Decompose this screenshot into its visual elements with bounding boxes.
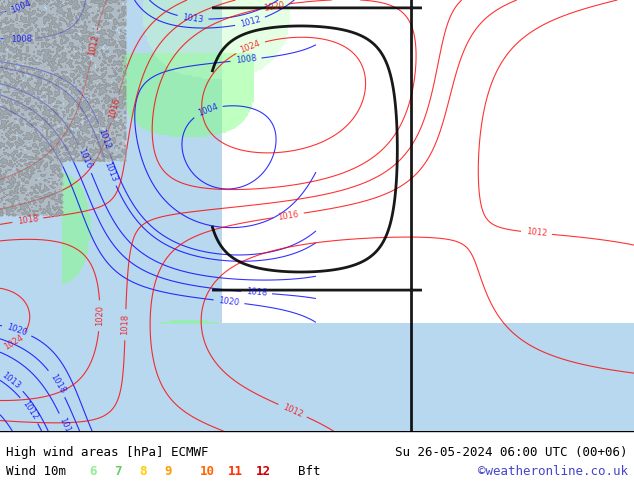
FancyBboxPatch shape bbox=[0, 323, 634, 431]
Text: 1012: 1012 bbox=[96, 127, 112, 150]
Text: 1013: 1013 bbox=[102, 160, 118, 183]
Text: 1020: 1020 bbox=[6, 322, 29, 338]
Text: 1013: 1013 bbox=[182, 13, 204, 24]
Text: 6: 6 bbox=[89, 465, 96, 478]
Text: 1012: 1012 bbox=[281, 402, 304, 419]
Text: 1018: 1018 bbox=[16, 214, 39, 226]
Text: 1024: 1024 bbox=[239, 39, 262, 55]
FancyBboxPatch shape bbox=[0, 0, 222, 431]
Text: 1004: 1004 bbox=[197, 102, 219, 118]
Text: 12: 12 bbox=[256, 465, 271, 478]
Text: ©weatheronline.co.uk: ©weatheronline.co.uk bbox=[477, 465, 628, 478]
Text: 1024: 1024 bbox=[2, 334, 25, 352]
Text: 1018: 1018 bbox=[246, 287, 268, 298]
Text: 1018: 1018 bbox=[120, 314, 130, 336]
Text: 1012: 1012 bbox=[87, 34, 101, 56]
Text: 1020: 1020 bbox=[218, 296, 240, 307]
Text: 11: 11 bbox=[228, 465, 243, 478]
Text: Wind 10m: Wind 10m bbox=[6, 465, 67, 478]
Text: 1004: 1004 bbox=[10, 0, 32, 15]
Text: 1012: 1012 bbox=[526, 227, 547, 239]
Text: 1013: 1013 bbox=[0, 370, 22, 391]
Text: High wind areas [hPa] ECMWF: High wind areas [hPa] ECMWF bbox=[6, 446, 209, 459]
Text: 1012: 1012 bbox=[239, 15, 261, 29]
Text: 1016: 1016 bbox=[57, 416, 74, 439]
Text: 1008: 1008 bbox=[11, 34, 32, 44]
Text: 10: 10 bbox=[200, 465, 216, 478]
Text: 1018: 1018 bbox=[48, 372, 67, 395]
Text: 1016: 1016 bbox=[277, 209, 299, 221]
Text: 7: 7 bbox=[114, 465, 122, 478]
Text: Bft: Bft bbox=[298, 465, 320, 478]
Text: Su 26-05-2024 06:00 UTC (00+06): Su 26-05-2024 06:00 UTC (00+06) bbox=[395, 446, 628, 459]
Text: 1016: 1016 bbox=[108, 97, 122, 120]
Text: 1008: 1008 bbox=[235, 54, 257, 65]
Text: 8: 8 bbox=[139, 465, 147, 478]
Text: 9: 9 bbox=[165, 465, 172, 478]
Text: 1012: 1012 bbox=[20, 399, 39, 421]
Text: 1020: 1020 bbox=[95, 305, 105, 326]
Text: 1020: 1020 bbox=[262, 0, 285, 13]
Text: 1016: 1016 bbox=[77, 147, 94, 170]
